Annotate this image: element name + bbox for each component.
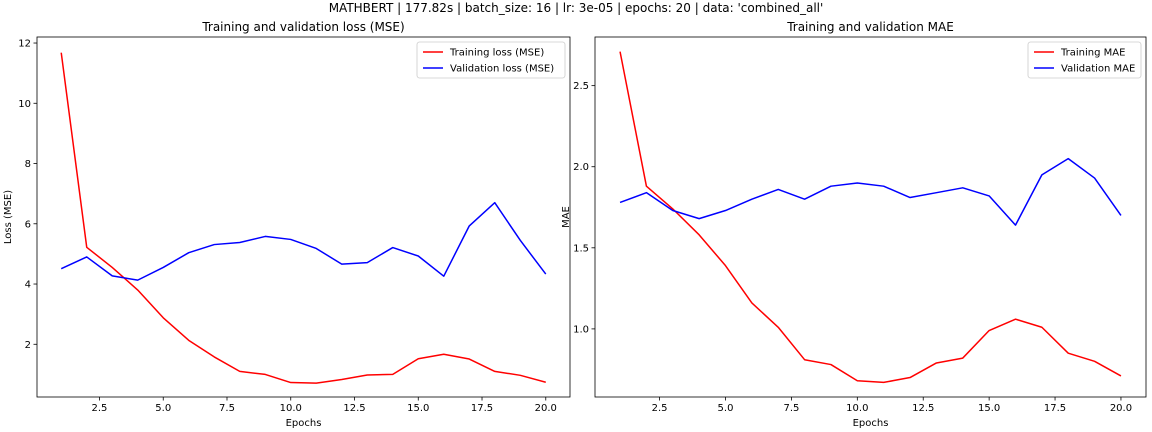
loss-x-tick-label: 7.5 bbox=[219, 403, 235, 414]
mae-series-0-line bbox=[619, 51, 1122, 384]
mae-legend-box bbox=[1027, 41, 1142, 79]
loss-x-tick-label: 17.5 bbox=[471, 403, 493, 414]
loss-y-tick-label: 8 bbox=[25, 159, 31, 170]
mae-axes-frame bbox=[594, 36, 1147, 398]
loss-y-axis-label: Loss (MSE) bbox=[3, 190, 14, 244]
mae-y-axis-label: MAE bbox=[561, 206, 572, 228]
loss-y-tick-label: 4 bbox=[25, 280, 31, 291]
loss-y-tick-label: 12 bbox=[18, 39, 31, 50]
mae-legend-label-1: Validation MAE bbox=[1061, 64, 1135, 75]
loss-chart-panel: 2.5 5.0 7.5 10.0 12.5 15.0 17.5 20.0 2 4 6 8 10 12 Tra… bbox=[3, 20, 571, 429]
loss-x-tick-label: 15.0 bbox=[407, 403, 429, 414]
loss-legend-label-1: Validation loss (MSE) bbox=[450, 64, 554, 75]
loss-x-tick-label: 5.0 bbox=[155, 403, 171, 414]
mae-y-tick-label: 1.5 bbox=[573, 243, 589, 254]
mae-chart-panel: 2.5 5.0 7.5 10.0 12.5 15.0 17.5 20.0 1.0 1.5 2.0 2.… bbox=[561, 20, 1147, 429]
loss-x-tick-label: 12.5 bbox=[343, 403, 365, 414]
loss-y-tick-label: 2 bbox=[25, 340, 31, 351]
mae-x-tick-label: 12.5 bbox=[912, 403, 934, 414]
mae-x-tick-label: 15.0 bbox=[978, 403, 1000, 414]
mae-x-tick-label: 5.0 bbox=[718, 403, 734, 414]
loss-y-tick-label: 10 bbox=[18, 99, 31, 110]
mae-legend-label-0: Training MAE bbox=[1060, 48, 1125, 59]
loss-series-0-line bbox=[60, 52, 546, 384]
loss-x-tick-label: 20.0 bbox=[535, 403, 557, 414]
mae-series-1-line bbox=[619, 157, 1122, 226]
loss-y-tick-label: 6 bbox=[25, 219, 31, 230]
mae-y-tick-label: 2.0 bbox=[573, 162, 589, 173]
loss-legend-label-0: Training loss (MSE) bbox=[449, 48, 544, 59]
mae-y-tick-label: 1.0 bbox=[573, 324, 589, 335]
mae-y-tick-label: 2.5 bbox=[573, 81, 589, 92]
mae-x-axis-label: Epochs bbox=[853, 418, 889, 429]
mae-x-tick-label: 2.5 bbox=[652, 403, 668, 414]
loss-series-1-line bbox=[60, 201, 547, 281]
loss-x-axis-label: Epochs bbox=[286, 418, 322, 429]
loss-legend-box bbox=[416, 41, 566, 79]
loss-chart-title: Training and validation loss (MSE) bbox=[201, 20, 404, 34]
loss-x-tick-label: 10.0 bbox=[280, 403, 302, 414]
figure-suptitle: MATHBERT | 177.82s | batch_size: 16 | lr… bbox=[328, 1, 824, 15]
loss-x-tick-label: 2.5 bbox=[92, 403, 108, 414]
mae-chart-title: Training and validation MAE bbox=[786, 20, 954, 34]
mae-x-tick-label: 7.5 bbox=[783, 403, 799, 414]
loss-axes-frame bbox=[36, 36, 571, 398]
mae-x-tick-label: 20.0 bbox=[1110, 403, 1132, 414]
mae-x-tick-label: 17.5 bbox=[1044, 403, 1066, 414]
mae-x-tick-label: 10.0 bbox=[846, 403, 868, 414]
